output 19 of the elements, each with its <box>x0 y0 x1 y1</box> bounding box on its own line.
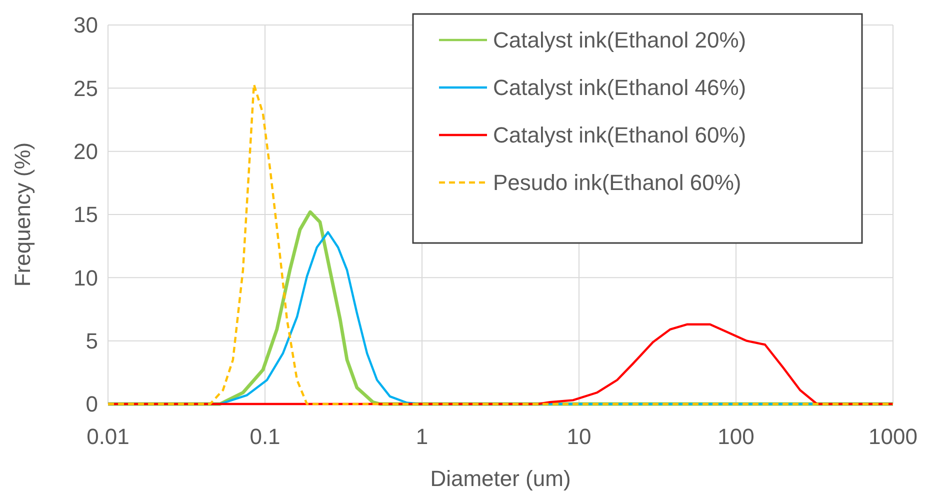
x-tick-label: 0.01 <box>86 424 130 449</box>
x-tick-label: 1 <box>416 424 428 449</box>
x-axis-title: Diameter (um) <box>430 466 571 491</box>
y-tick-label: 5 <box>86 328 98 354</box>
x-tick-label: 100 <box>718 424 754 449</box>
y-tick-label: 25 <box>74 76 98 101</box>
y-tick-label: 15 <box>74 202 98 228</box>
y-tick-label: 20 <box>74 139 98 164</box>
legend-label: Pesudo ink(Ethanol 60%) <box>493 170 742 196</box>
y-tick-label: 30 <box>74 12 98 38</box>
legend-label: Catalyst ink(Ethanol 20%) <box>493 28 746 53</box>
y-tick-label: 0 <box>86 392 98 417</box>
y-tick-label: 10 <box>74 265 98 290</box>
x-tick-label: 1000 <box>868 424 918 449</box>
x-tick-label: 0.1 <box>250 424 280 449</box>
legend-label: Catalyst ink(Ethanol 46%) <box>493 75 746 100</box>
legend-label: Catalyst ink(Ethanol 60%) <box>493 122 746 148</box>
y-axis-title: Frequency (%) <box>10 142 35 287</box>
x-tick-label: 10 <box>566 424 592 449</box>
